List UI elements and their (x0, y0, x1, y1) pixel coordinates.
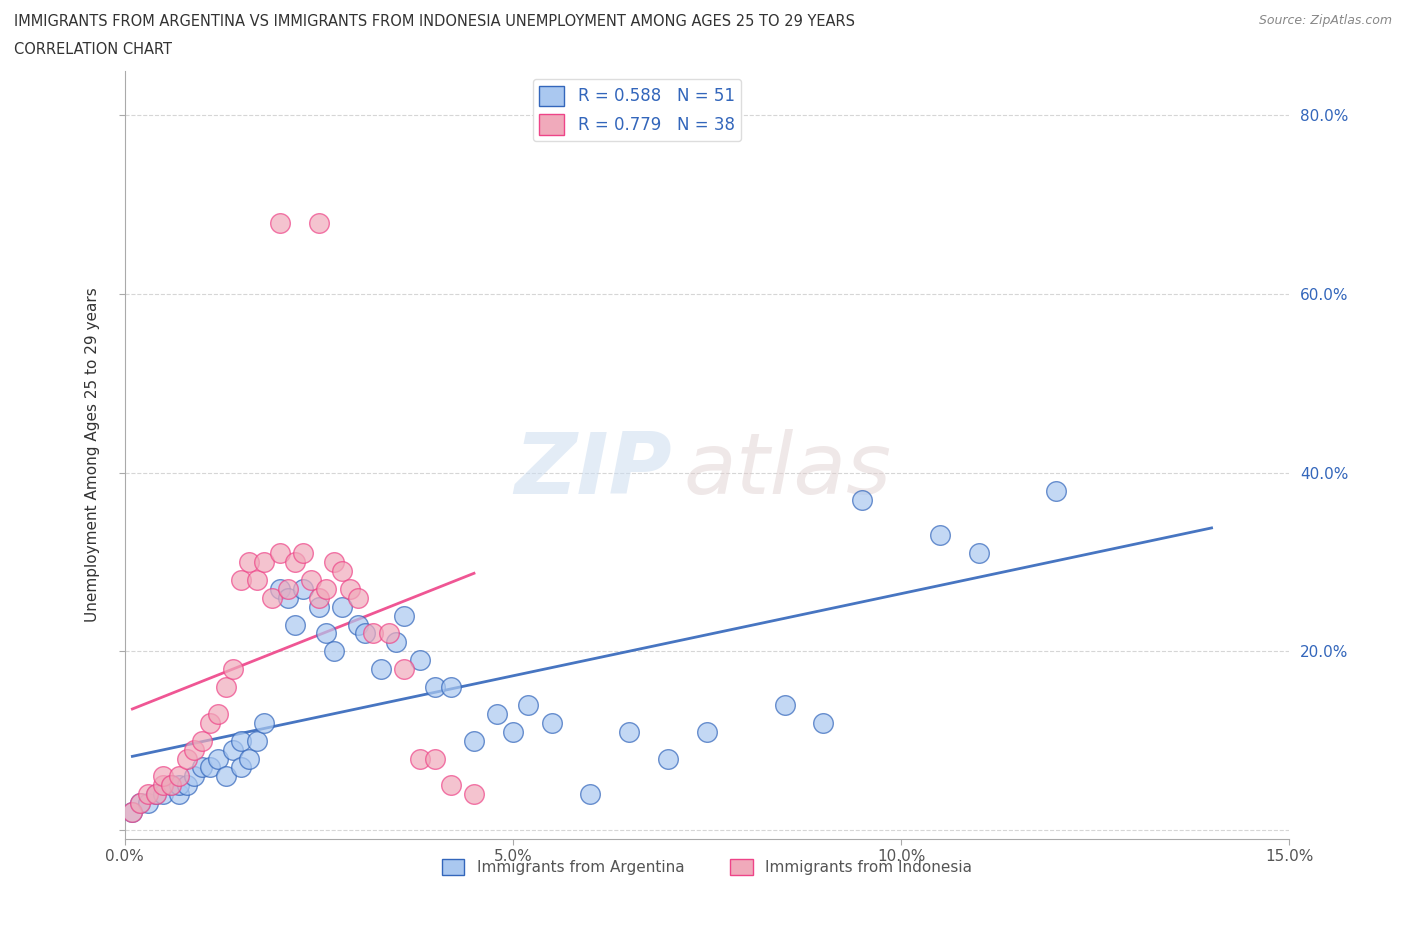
Point (346, 591, 368, 605)
Point (277, 581, 299, 596)
Point (773, 698, 796, 712)
Point (928, 528, 950, 543)
Point (176, 751, 198, 766)
Point (136, 787, 159, 802)
Point (167, 769, 190, 784)
Point (392, 608, 415, 623)
Point (323, 554, 346, 569)
Point (129, 796, 152, 811)
Point (330, 564, 353, 578)
Point (238, 554, 260, 569)
Point (361, 626, 384, 641)
Point (385, 635, 408, 650)
Point (262, 591, 284, 605)
Point (269, 581, 291, 596)
Point (330, 599, 353, 614)
Point (229, 760, 252, 775)
Text: CORRELATION CHART: CORRELATION CHART (14, 42, 172, 57)
Point (619, 724, 641, 739)
Point (253, 554, 276, 569)
Point (517, 698, 540, 712)
Point (207, 707, 229, 722)
Point (408, 653, 430, 668)
Point (408, 751, 430, 766)
Text: ZIP: ZIP (515, 429, 672, 512)
Point (191, 733, 214, 748)
Point (269, 546, 291, 561)
Point (323, 644, 346, 658)
Point (176, 777, 198, 792)
Point (277, 591, 299, 605)
Point (229, 573, 252, 588)
Point (269, 215, 291, 230)
Point (425, 680, 447, 695)
Point (579, 787, 602, 802)
Point (292, 546, 315, 561)
Point (222, 742, 245, 757)
Point (813, 715, 835, 730)
Y-axis label: Unemployment Among Ages 25 to 29 years: Unemployment Among Ages 25 to 29 years (86, 287, 100, 622)
Point (129, 796, 152, 811)
Point (463, 733, 485, 748)
Point (657, 751, 679, 766)
Point (292, 581, 315, 596)
Point (315, 626, 337, 641)
Point (354, 626, 377, 641)
Point (160, 777, 183, 792)
Point (299, 573, 322, 588)
Point (207, 751, 229, 766)
Point (486, 707, 509, 722)
Point (308, 599, 330, 614)
Point (502, 724, 524, 739)
Point (967, 546, 990, 561)
Point (440, 680, 463, 695)
Point (121, 804, 143, 819)
Point (696, 724, 718, 739)
Point (339, 581, 361, 596)
Point (214, 769, 236, 784)
Point (370, 662, 392, 677)
Text: atlas: atlas (683, 429, 891, 512)
Point (392, 662, 415, 677)
Point (229, 733, 252, 748)
Text: IMMIGRANTS FROM ARGENTINA VS IMMIGRANTS FROM INDONESIA UNEMPLOYMENT AMONG AGES 2: IMMIGRANTS FROM ARGENTINA VS IMMIGRANTS … (14, 14, 855, 29)
Point (308, 215, 330, 230)
Point (851, 492, 873, 507)
Point (198, 760, 221, 775)
Point (540, 715, 562, 730)
Point (1045, 483, 1067, 498)
Legend: Immigrants from Argentina, Immigrants from Indonesia: Immigrants from Argentina, Immigrants fr… (436, 853, 979, 882)
Point (145, 787, 167, 802)
Text: Source: ZipAtlas.com: Source: ZipAtlas.com (1258, 14, 1392, 27)
Point (198, 715, 221, 730)
Point (284, 554, 307, 569)
Point (377, 626, 399, 641)
Point (315, 581, 337, 596)
Point (425, 751, 447, 766)
Point (463, 787, 485, 802)
Point (346, 618, 368, 632)
Point (245, 573, 267, 588)
Point (308, 591, 330, 605)
Point (253, 715, 276, 730)
Point (152, 777, 174, 792)
Point (167, 787, 190, 802)
Point (214, 680, 236, 695)
Point (440, 777, 463, 792)
Point (160, 777, 183, 792)
Point (238, 751, 260, 766)
Point (121, 804, 143, 819)
Point (136, 796, 159, 811)
Point (152, 787, 174, 802)
Point (191, 760, 214, 775)
Point (183, 742, 205, 757)
Point (152, 769, 174, 784)
Point (183, 769, 205, 784)
Point (167, 777, 190, 792)
Point (145, 787, 167, 802)
Point (245, 733, 267, 748)
Point (222, 662, 245, 677)
Point (284, 618, 307, 632)
